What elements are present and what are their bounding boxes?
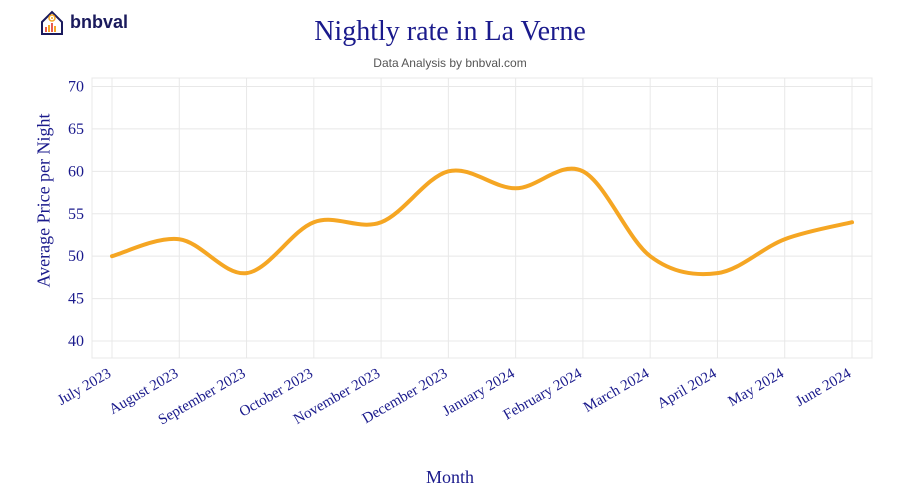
y-tick: 70 bbox=[68, 78, 84, 95]
y-tick: 65 bbox=[68, 121, 84, 138]
x-axis-label: Month bbox=[0, 467, 900, 488]
x-tick: May 2024 bbox=[726, 365, 787, 410]
y-tick: 45 bbox=[68, 291, 84, 308]
chart-subtitle: Data Analysis by bnbval.com bbox=[0, 56, 900, 70]
x-tick: June 2024 bbox=[793, 365, 854, 410]
y-axis-label: Average Price per Night bbox=[34, 101, 55, 301]
x-tick: March 2024 bbox=[581, 365, 653, 416]
y-tick: 40 bbox=[68, 333, 84, 350]
x-tick: April 2024 bbox=[655, 365, 720, 412]
y-tick: 50 bbox=[68, 248, 84, 265]
chart-svg: 40455055606570July 2023August 2023Septem… bbox=[92, 78, 872, 358]
y-tick: 60 bbox=[68, 163, 84, 180]
x-tick: July 2023 bbox=[55, 366, 114, 409]
y-tick: 55 bbox=[68, 206, 84, 223]
chart-title: Nightly rate in La Verne bbox=[0, 16, 900, 48]
plot-area: 40455055606570July 2023August 2023Septem… bbox=[92, 78, 872, 358]
chart-container: bnbval Nightly rate in La Verne Data Ana… bbox=[0, 0, 900, 500]
data-line bbox=[112, 169, 852, 274]
